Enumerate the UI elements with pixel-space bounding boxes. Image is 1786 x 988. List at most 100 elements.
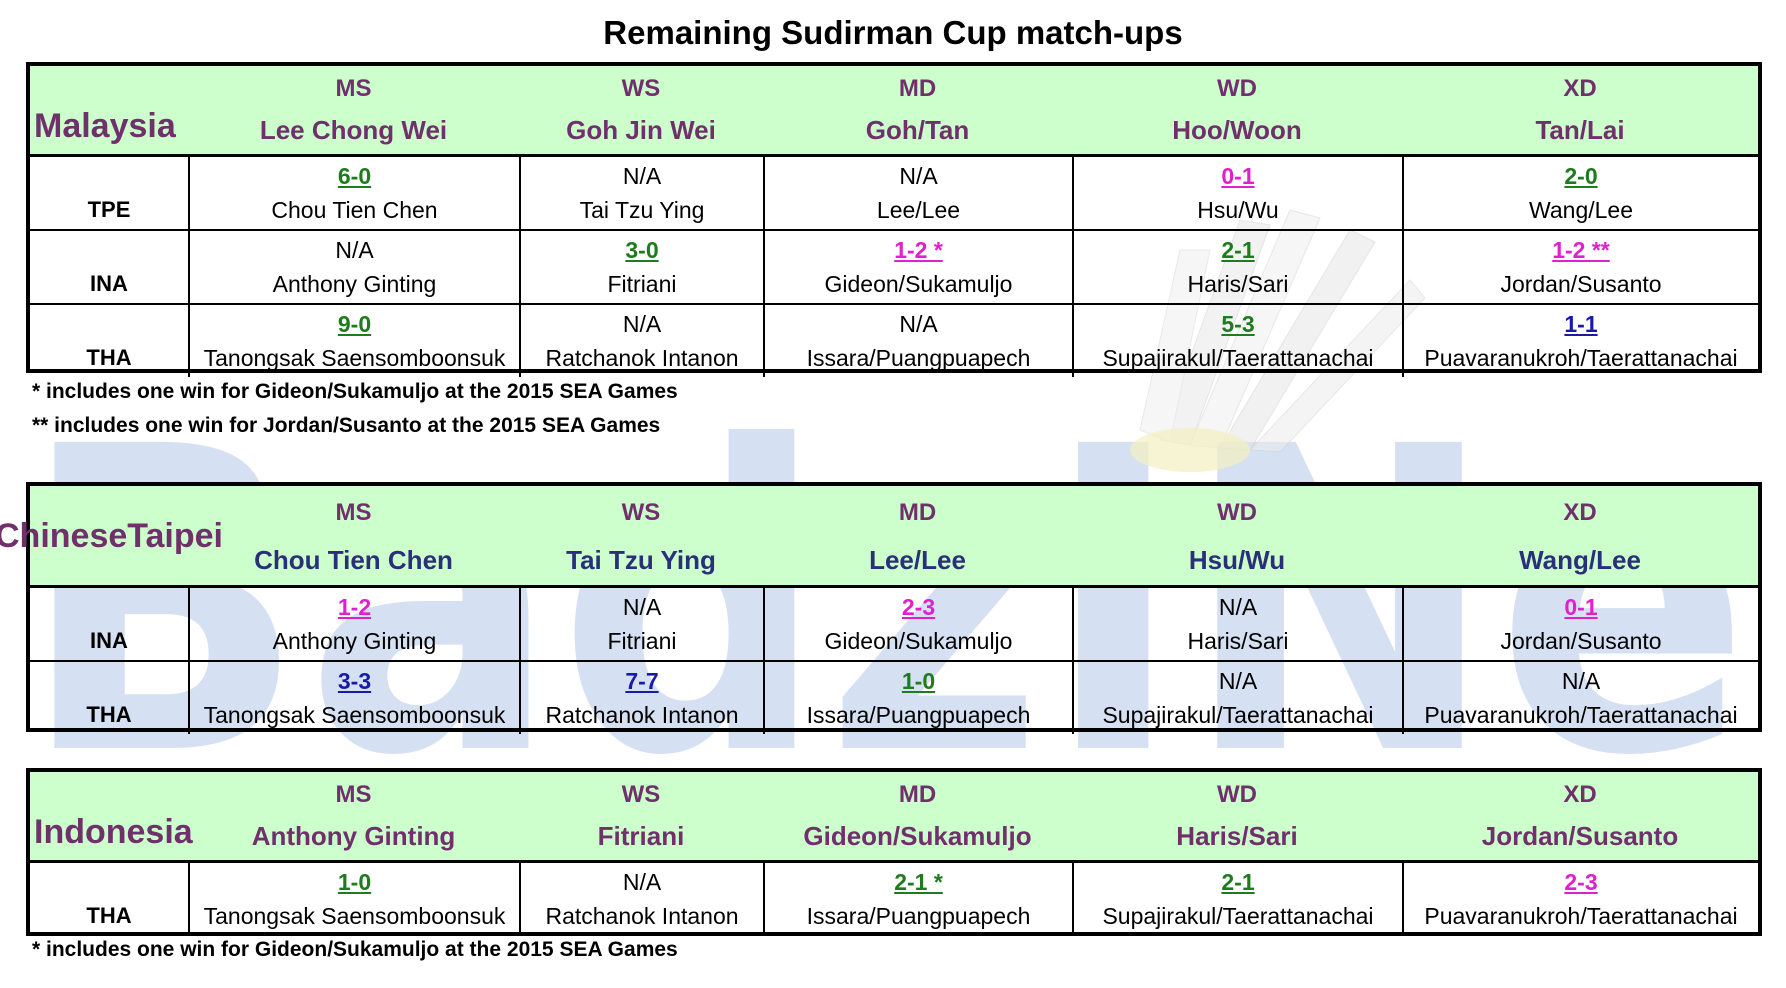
indonesia-table: Indonesia MS Anthony Ginting WS Fitriani MD Gi… [26,768,1762,936]
country-label: Malaysia [34,107,176,145]
head-to-head-score: 1-0 [337,869,372,895]
opponent-name: Issara/Puangpuapech [806,702,1031,728]
matchup-cell: 9-0 Tanongsak Saensomboonsuk [188,305,519,377]
category-label: XD [1563,75,1597,102]
opponent-name: Tanongsak Saensomboonsuk [203,345,506,371]
player-name: Hsu/Wu [1188,545,1286,575]
opponent-name: Ratchanok Intanon [545,345,739,371]
opponent-name: Haris/Sari [1187,271,1289,297]
category-label: MS [335,75,372,102]
player-name: Goh Jin Wei [566,115,716,145]
head-to-head-score: N/A [335,237,374,263]
header-col-wd: WD Haris/Sari [1072,772,1402,860]
opponent-name: Issara/Puangpuapech [806,903,1031,929]
header-col-xd: XD Jordan/Susanto [1402,772,1758,860]
opponent-name: Anthony Ginting [272,628,437,654]
head-to-head-score: 2-1 * [894,869,943,895]
head-to-head-score: N/A [1218,594,1258,620]
header-col-md: MD Goh/Tan [763,66,1072,154]
matchup-cell: 2-3 Gideon/Sukamuljo [763,588,1072,660]
matchup-cell: 2-1 Haris/Sari [1072,231,1402,303]
player-name: Tai Tzu Ying [566,545,716,575]
head-to-head-score: 1-2 * [894,237,943,263]
chinese-taipei-table: Chinese Taipei MS Chou Tien Chen WS Tai Tzu Y… [0,482,1762,734]
head-to-head-score: N/A [622,869,662,895]
table-header-row: Indonesia MS Anthony Ginting WS Fitriani MD Gi… [30,772,1758,863]
opponent-name: Fitriani [607,271,677,297]
head-to-head-score: N/A [622,594,662,620]
opponent-name: Tanongsak Saensomboonsuk [203,903,506,929]
player-name: Lee/Lee [869,545,966,575]
opponent-name: Tanongsak Saensomboonsuk [203,702,506,728]
opponent-name: Haris/Sari [1187,628,1289,654]
head-to-head-score: 6-0 [337,163,372,189]
header-col-ms: MS Anthony Ginting [188,772,519,860]
matchup-cell: 1-2 Anthony Ginting [188,588,519,660]
opponent-name: Supajirakul/Taerattanachai [1102,702,1374,728]
header-col-ws: WS Goh Jin Wei [519,66,763,154]
player-name: Wang/Lee [1519,545,1641,575]
category-label: WD [1217,499,1257,526]
opponent-name: Supajirakul/Taerattanachai [1102,345,1374,371]
category-label: WS [621,75,661,102]
matchup-cell: 2-1 Supajirakul/Taerattanachai [1072,863,1402,935]
player-name: Anthony Ginting [251,821,456,851]
player-name: Chou Tien Chen [254,545,453,575]
malaysia-table: Malaysia MS Lee Chong Wei WS Goh Jin Wei MD Go… [26,62,1762,377]
opponent-code: INA [90,271,128,296]
opponent-name: Chou Tien Chen [271,197,438,223]
category-label: XD [1563,499,1597,526]
player-name: Gideon/Sukamuljo [803,821,1032,851]
opponent-name: Jordan/Susanto [1500,271,1662,297]
head-to-head-score: 3-0 [625,237,659,263]
malaysia-note-1: * includes one win for Gideon/Sukamuljo … [32,380,678,403]
opponent-code: INA [90,628,128,653]
head-to-head-score: 2-3 [1564,869,1598,895]
matchup-cell: N/A Puavaranukroh/Taerattanachai [1402,662,1758,734]
head-to-head-score: N/A [622,163,662,189]
country-label: Indonesia [34,813,193,851]
category-label: MS [335,499,372,526]
opponent-name: Puavaranukroh/Taerattanachai [1424,345,1738,371]
head-to-head-score: 7-7 [625,668,659,694]
head-to-head-score: 3-3 [337,668,372,694]
matchup-cell: 5-3 Supajirakul/Taerattanachai [1072,305,1402,377]
head-to-head-score: N/A [622,311,662,337]
category-label: WD [1217,75,1257,102]
table-header-row: Malaysia MS Lee Chong Wei WS Goh Jin Wei MD Go… [30,66,1758,157]
matchup-cell: N/A Supajirakul/Taerattanachai [1072,662,1402,734]
player-name: Fitriani [597,821,685,851]
head-to-head-score: 1-0 [901,668,936,694]
opponent-code: THA [86,903,132,928]
matchup-cell: N/A Ratchanok Intanon [519,305,763,377]
head-to-head-score: 0-1 [1564,594,1598,620]
opponent-name: Anthony Ginting [272,271,437,297]
player-name: Lee Chong Wei [259,115,448,145]
matchup-cell: 2-1 * Issara/Puangpuapech [763,863,1072,935]
header-col-wd: WD Hsu/Wu [1072,486,1402,585]
matchup-cell: 1-2 * Gideon/Sukamuljo [763,231,1072,303]
matchup-cell: 1-0 Tanongsak Saensomboonsuk [188,863,519,935]
matchup-cell: N/A Issara/Puangpuapech [763,305,1072,377]
head-to-head-score: 5-3 [1221,311,1255,337]
header-col-ms: MS Lee Chong Wei [188,66,519,154]
matchup-cell: 1-2 ** Jordan/Susanto [1402,231,1758,303]
opponent-name: Tai Tzu Ying [579,197,705,223]
shuttlecock-image [1130,209,1426,472]
head-to-head-score: 2-1 [1221,869,1255,895]
opponent-name: Hsu/Wu [1197,197,1279,223]
opponent-name: Puavaranukroh/Taerattanachai [1424,903,1738,929]
matchup-cell: 3-0 Fitriani [519,231,763,303]
country-label-line2: Taipei [127,516,223,555]
table-row: THA 9-0 Tanongsak Saensomboonsuk N/A Ratchan… [30,305,1758,377]
opponent-name: Jordan/Susanto [1500,628,1662,654]
header-col-ms: MS Chou Tien Chen [188,486,519,585]
opponent-name: Supajirakul/Taerattanachai [1102,903,1374,929]
head-to-head-score: N/A [1561,668,1601,694]
header-col-xd: XD Wang/Lee [1402,486,1758,585]
malaysia-note-2: ** includes one win for Jordan/Susanto a… [32,414,661,437]
table-row: INA 1-2 Anthony Ginting N/A Fitriani 2-3 Gideo… [30,588,1758,662]
matchup-cell: N/A Ratchanok Intanon [519,863,763,935]
opponent-name: Ratchanok Intanon [545,702,739,728]
